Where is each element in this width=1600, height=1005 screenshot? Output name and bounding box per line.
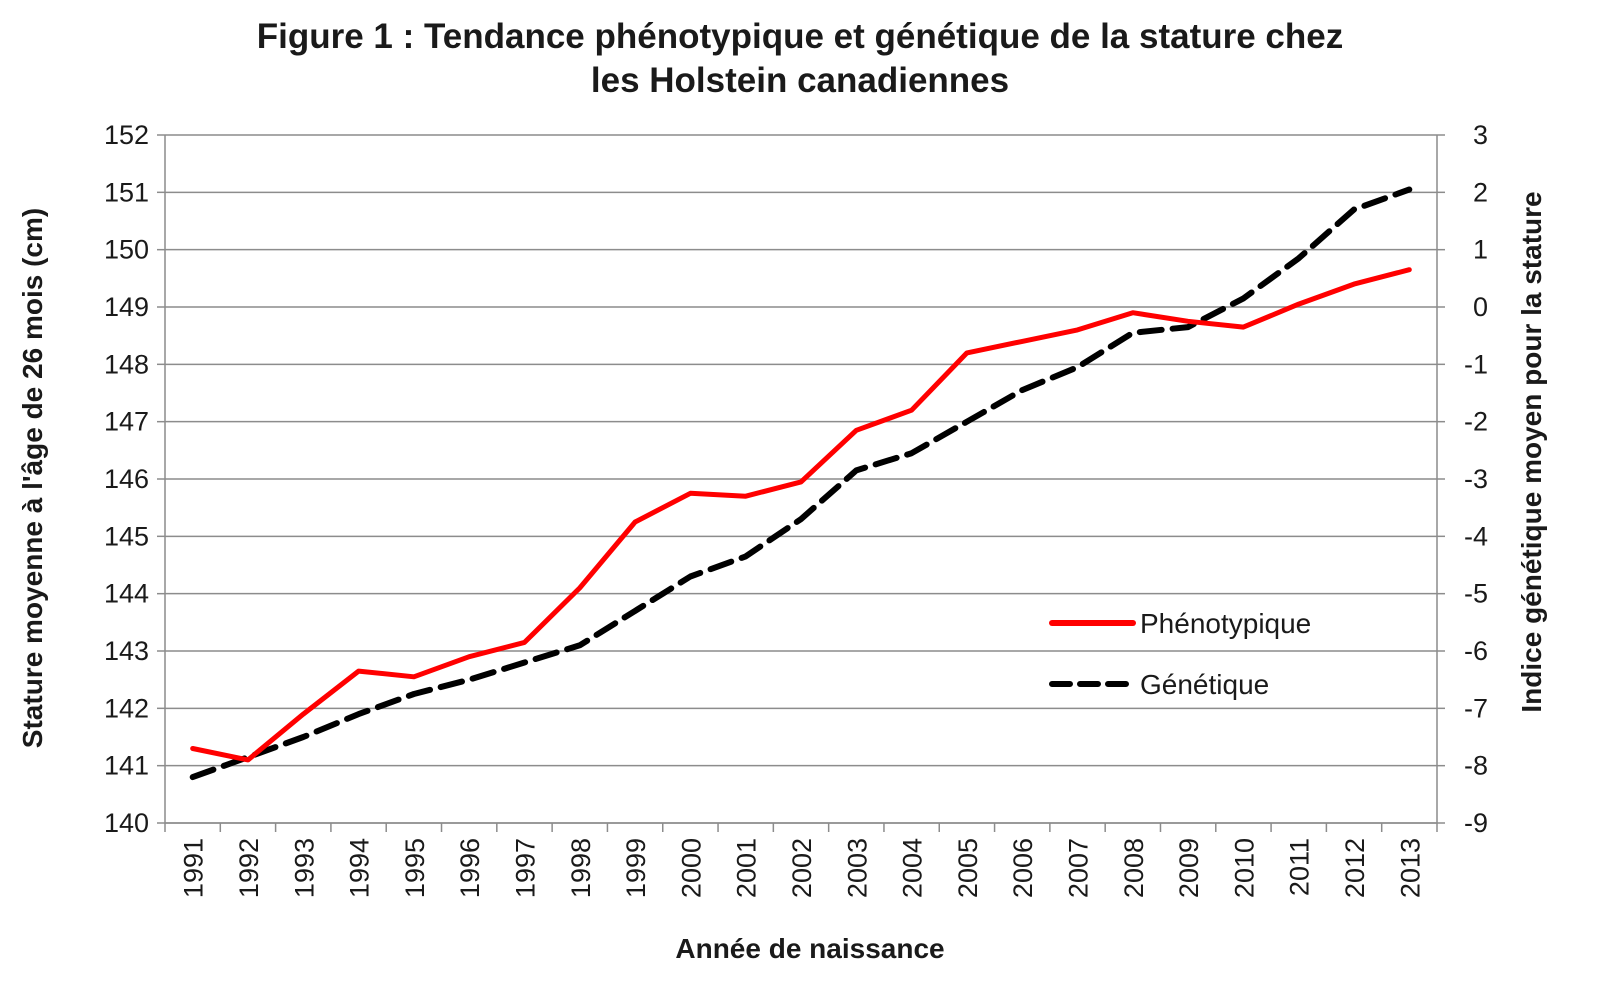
y-tick-label-left: 148 xyxy=(104,349,149,379)
y-tick-label-left: 142 xyxy=(104,693,149,723)
y-tick-label-right: -7 xyxy=(1464,693,1488,723)
x-tick-label: 2006 xyxy=(1008,838,1038,898)
x-tick-label: 2004 xyxy=(898,838,928,898)
x-tick-label: 1993 xyxy=(289,838,319,898)
x-tick-label: 1994 xyxy=(345,838,375,898)
y-tick-label-left: 147 xyxy=(104,407,149,437)
x-tick-label: 2012 xyxy=(1340,838,1370,898)
chart-title-line-1: Figure 1 : Tendance phénotypique et géné… xyxy=(257,17,1344,56)
y-tick-label-left: 144 xyxy=(104,579,149,609)
y-axis-right-label: Indice génétique moyen pour la stature xyxy=(1516,191,1547,712)
y-tick-label-right: -4 xyxy=(1464,521,1488,551)
x-tick-label: 1998 xyxy=(566,838,596,898)
x-tick-label: 1997 xyxy=(510,838,540,898)
x-tick-label: 2003 xyxy=(842,838,872,898)
y-tick-label-right: -2 xyxy=(1464,407,1488,437)
x-tick-label: 2008 xyxy=(1119,838,1149,898)
x-tick-label: 2002 xyxy=(787,838,817,898)
y-tick-label-left: 143 xyxy=(104,636,149,666)
x-tick-label: 2013 xyxy=(1395,838,1425,898)
series-layer xyxy=(189,186,1413,781)
y-tick-label-right: -1 xyxy=(1464,349,1488,379)
x-axis-label: Année de naissance xyxy=(675,933,944,964)
y-axis-right-ticks: -9 -8 -7 -6 -5 -4 -3 -2 -1 0 1 2 3 xyxy=(1464,120,1488,838)
x-tick-label: 1995 xyxy=(400,838,430,898)
y-tick-label-right: -3 xyxy=(1464,464,1488,494)
y-axis-left-label: Stature moyenne à l'âge de 26 mois (cm) xyxy=(17,208,48,748)
x-tick-label: 2000 xyxy=(676,838,706,898)
y-tick-label-right: 2 xyxy=(1473,177,1488,207)
y-tick-label-right: -8 xyxy=(1464,751,1488,781)
series-line-genetique xyxy=(189,186,1413,781)
y-tick-label-left: 149 xyxy=(104,292,149,322)
legend-label-genetique: Génétique xyxy=(1140,669,1269,700)
series-line-phenotypique xyxy=(190,267,1412,763)
x-tick-label: 2005 xyxy=(953,838,983,898)
x-tick-label: 1992 xyxy=(234,838,264,898)
y-tick-label-left: 146 xyxy=(104,464,149,494)
x-axis-ticks: 1991 1992 1993 1994 1995 1996 1997 1998 1999 2000… xyxy=(179,838,1426,898)
legend-label-phenotypique: Phénotypique xyxy=(1140,608,1311,639)
y-tick-label-left: 152 xyxy=(104,120,149,150)
y-tick-label-right: -6 xyxy=(1464,636,1488,666)
y-tick-label-right: 0 xyxy=(1473,292,1488,322)
y-tick-label-right: 1 xyxy=(1473,235,1488,265)
chart-title-line-2: les Holstein canadiennes xyxy=(591,61,1009,100)
x-tick-label: 1991 xyxy=(179,838,209,898)
x-tick-label: 2010 xyxy=(1229,838,1259,898)
x-tick-label: 2011 xyxy=(1285,838,1315,896)
y-tick-label-left: 151 xyxy=(104,177,149,207)
x-tick-label: 1999 xyxy=(621,838,651,898)
y-tick-label-right: -9 xyxy=(1464,808,1488,838)
y-tick-label-left: 141 xyxy=(104,751,149,781)
y-tick-label-left: 145 xyxy=(104,521,149,551)
y-tick-label-left: 150 xyxy=(104,235,149,265)
x-tick-label: 2007 xyxy=(1064,838,1094,898)
axes xyxy=(157,134,1445,832)
x-tick-label: 2001 xyxy=(732,838,762,898)
legend: Phénotypique Génétique xyxy=(1049,608,1311,700)
y-tick-label-right: 3 xyxy=(1473,120,1488,150)
x-tick-label: 2009 xyxy=(1174,838,1204,898)
y-tick-label-left: 140 xyxy=(104,808,149,838)
y-tick-label-right: -5 xyxy=(1464,579,1488,609)
x-tick-label: 1996 xyxy=(455,838,485,898)
y-axis-left-ticks: 140 141 142 143 144 145 146 147 148 149 150 151 152 xyxy=(104,120,149,838)
